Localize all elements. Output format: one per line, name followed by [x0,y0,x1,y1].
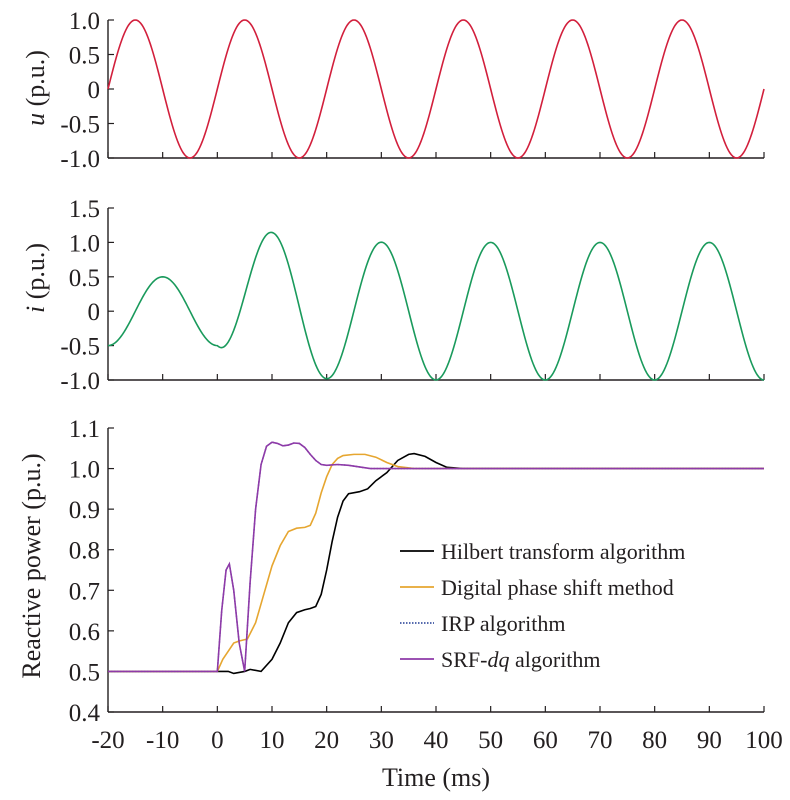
current-y-axis-label: i (p.u.) [21,243,50,313]
time-x-tick-label: 30 [369,727,394,754]
time-x-tick-label: 50 [478,727,503,754]
voltage-y-tick-label: -0.5 [60,112,100,139]
voltage-y-tick-label: -1.0 [60,146,100,173]
current-y-tick-label: -1.0 [60,368,100,395]
time-x-tick-label: 0 [211,727,224,754]
voltage-y-axis-var: u [21,113,50,126]
series-line-digital-phase-shift [108,453,764,673]
current-y-tick-label: 0.5 [69,265,100,292]
reactive-power-y-axis-label: Reactive power (p.u.) [17,453,46,678]
reactive-power-y-tick-label: 0.8 [69,538,100,565]
legend-label-hilbert: Hilbert transform algorithm [441,539,685,564]
time-x-tick-label: -20 [91,727,124,754]
time-x-ticks: -20 -10 0 10 20 30 40 50 60 70 80 90 100 [91,727,782,754]
reactive-power-panel: 1.1 1.0 0.9 0.8 0.7 0.6 0.5 0.4 -20 -10 0 10 20 30 40… [17,416,783,792]
legend-label-srf-dq: SRF-dq algorithm [441,647,601,672]
time-x-tick-label: 90 [697,727,722,754]
time-x-tick-label: 70 [588,727,613,754]
current-y-tick-label: 1.0 [69,230,100,257]
legend: Hilbert transform algorithm Digital phas… [400,539,685,672]
legend-item-digital-phase-shift: Digital phase shift method [400,575,674,600]
reactive-power-y-tick-label: 0.7 [69,578,100,605]
current-y-tick-label: 0 [88,299,101,326]
voltage-y-tick-label: 0 [88,77,101,104]
reactive-power-y-tick-label: 0.4 [69,700,101,727]
voltage-y-tick-label: 0.5 [69,43,100,70]
current-panel: 1.5 1.0 0.5 0 -0.5 -1.0 i (p.u.) [21,196,765,395]
legend-item-hilbert: Hilbert transform algorithm [400,539,685,564]
legend-label-srf-dq-suffix: algorithm [509,647,600,672]
time-x-tick-label: 10 [260,727,285,754]
legend-label-srf-dq-prefix: SRF- [441,647,487,672]
reactive-power-y-tick-label: 1.1 [69,416,100,443]
reactive-power-y-ticks: 1.1 1.0 0.9 0.8 0.7 0.6 0.5 0.4 [69,416,101,727]
reactive-power-series-lines [108,441,764,675]
series-line-srf-dq [108,441,764,673]
time-x-axis-label: Time (ms) [382,763,490,792]
legend-label-irp: IRP algorithm [441,611,565,636]
current-y-ticks: 1.5 1.0 0.5 0 -0.5 -1.0 [60,196,100,395]
time-x-tick-label: -10 [146,727,179,754]
current-series-line [107,231,765,381]
legend-item-irp: IRP algorithm [400,611,565,636]
current-y-axis-unit: (p.u.) [21,243,50,306]
series-line-hilbert [108,452,764,675]
current-y-axis-var: i [21,306,50,313]
reactive-power-y-tick-label: 0.5 [69,659,100,686]
voltage-y-ticks: 1.0 0.5 0 -0.5 -1.0 [60,8,100,173]
voltage-axis [107,19,765,159]
time-x-tick-label: 40 [424,727,449,754]
current-y-tick-label: 1.5 [69,196,100,223]
time-x-tick-label: 20 [314,727,339,754]
legend-item-srf-dq: SRF-dq algorithm [400,647,601,672]
voltage-y-axis-label: u (p.u.) [21,50,50,126]
reactive-power-y-tick-label: 1.0 [69,457,100,484]
voltage-panel: 1.0 0.5 0 -0.5 -1.0 u (p.u.) [21,8,765,173]
reactive-power-y-tick-label: 0.6 [69,619,100,646]
voltage-y-axis-unit: (p.u.) [21,50,50,113]
current-y-tick-label: -0.5 [60,334,100,361]
time-x-tick-label: 80 [642,727,667,754]
voltage-y-tick-label: 1.0 [69,8,100,35]
current-axis [107,207,765,381]
reactive-power-y-tick-label: 0.9 [69,497,100,524]
time-x-tick-label: 100 [745,727,783,754]
legend-label-srf-dq-italic: dq [487,647,509,672]
legend-label-digital-phase-shift: Digital phase shift method [441,575,674,600]
time-x-tick-label: 60 [533,727,558,754]
voltage-series-line [107,19,765,159]
reactive-power-axis [107,427,765,713]
